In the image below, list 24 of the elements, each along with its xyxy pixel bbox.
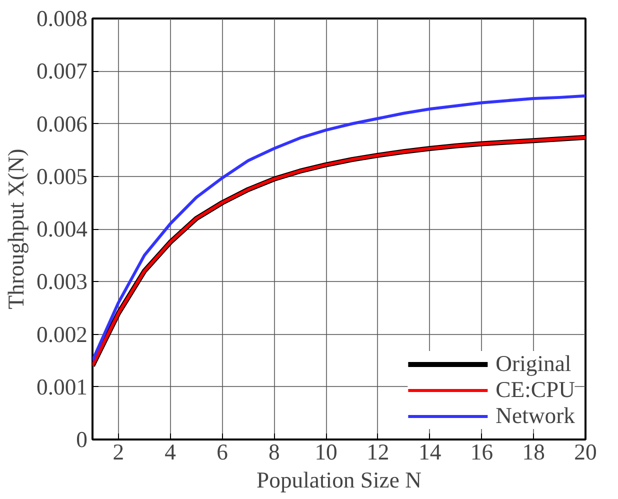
y-tick-label: 0	[76, 427, 88, 452]
y-tick-label: 0.007	[36, 58, 88, 84]
y-tick-label: 0.004	[36, 216, 88, 242]
y-tick-label: 0.001	[36, 374, 88, 400]
legend-label: CE:CPU	[496, 377, 575, 403]
x-tick-label: 14	[418, 440, 442, 464]
y-tick-label: 0.003	[36, 269, 88, 294]
x-tick-label: 2	[112, 440, 124, 464]
y-tick-label: 0.005	[36, 164, 88, 189]
y-axis-title: Throughput X(N)	[4, 148, 29, 310]
x-tick-label: 12	[366, 440, 390, 464]
x-tick-label: 4	[164, 440, 176, 464]
x-tick-label: 16	[470, 440, 494, 464]
y-tick-label: 0.002	[36, 322, 88, 347]
x-tick-label: 6	[216, 440, 228, 464]
x-tick-label: 18	[522, 440, 545, 464]
y-tick-label: 0.006	[36, 111, 88, 136]
x-tick-label: 10	[314, 440, 338, 464]
x-tick-label: 20	[574, 440, 597, 464]
x-axis-title: Population Size N	[256, 468, 422, 492]
legend-label: Network	[496, 403, 575, 429]
legend-label: Original	[496, 351, 572, 377]
y-tick-label: 0.008	[36, 6, 88, 31]
x-tick-label: 8	[268, 440, 280, 464]
